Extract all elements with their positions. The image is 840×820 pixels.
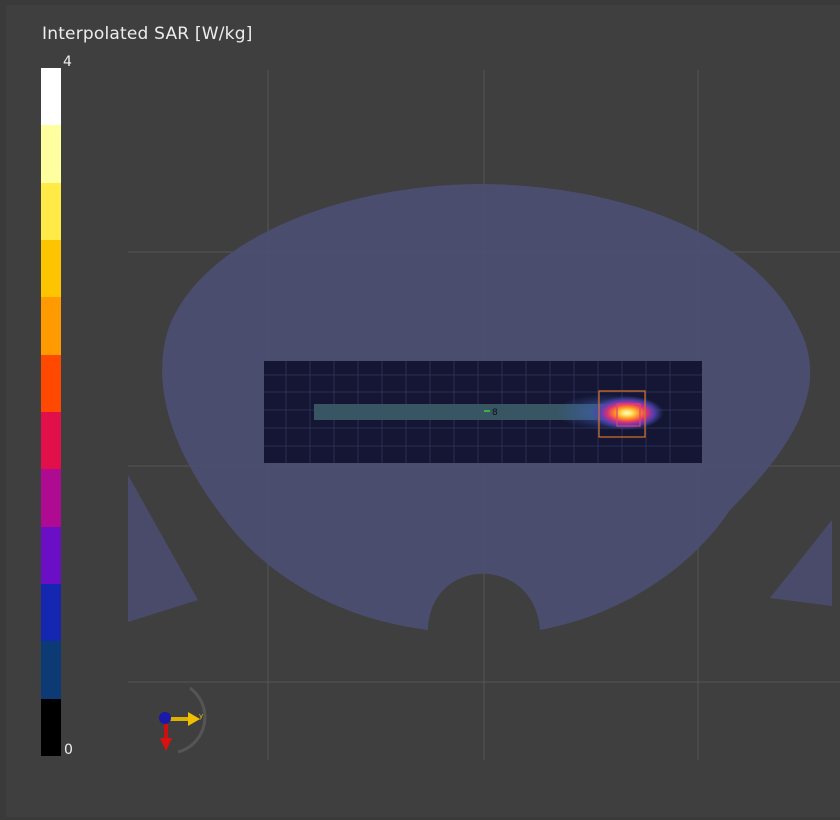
colorbar-segment [41, 698, 61, 756]
peak-box-outer [598, 390, 646, 438]
colorbar-title: Interpolated SAR [W/kg] [42, 24, 253, 44]
colorbar-segment [41, 297, 61, 355]
sar-hotspot [591, 396, 663, 430]
colorbar-segment [41, 239, 61, 298]
left-wedge [128, 475, 198, 622]
colorbar-min-label: 0 [64, 742, 73, 758]
colorbar-segment [41, 583, 61, 642]
colorbar-segment [41, 469, 61, 527]
origin-label: 8 [492, 408, 498, 418]
colorbar-segment [41, 641, 61, 699]
axes-gizmo[interactable]: y [159, 686, 207, 754]
colorbar-segment [41, 125, 61, 183]
right-wedge [770, 520, 832, 606]
colorbar-segment [41, 68, 61, 126]
colorbar-segment [41, 182, 61, 240]
colorbar [41, 68, 61, 756]
colorbar-segment [41, 411, 61, 470]
peak-box-inner [616, 403, 641, 427]
svg-text:y: y [199, 712, 203, 720]
colorbar-segment [41, 354, 61, 412]
colorbar-max-label: 4 [63, 54, 72, 70]
antenna-bar [314, 404, 614, 420]
colorbar-segment [41, 526, 61, 584]
